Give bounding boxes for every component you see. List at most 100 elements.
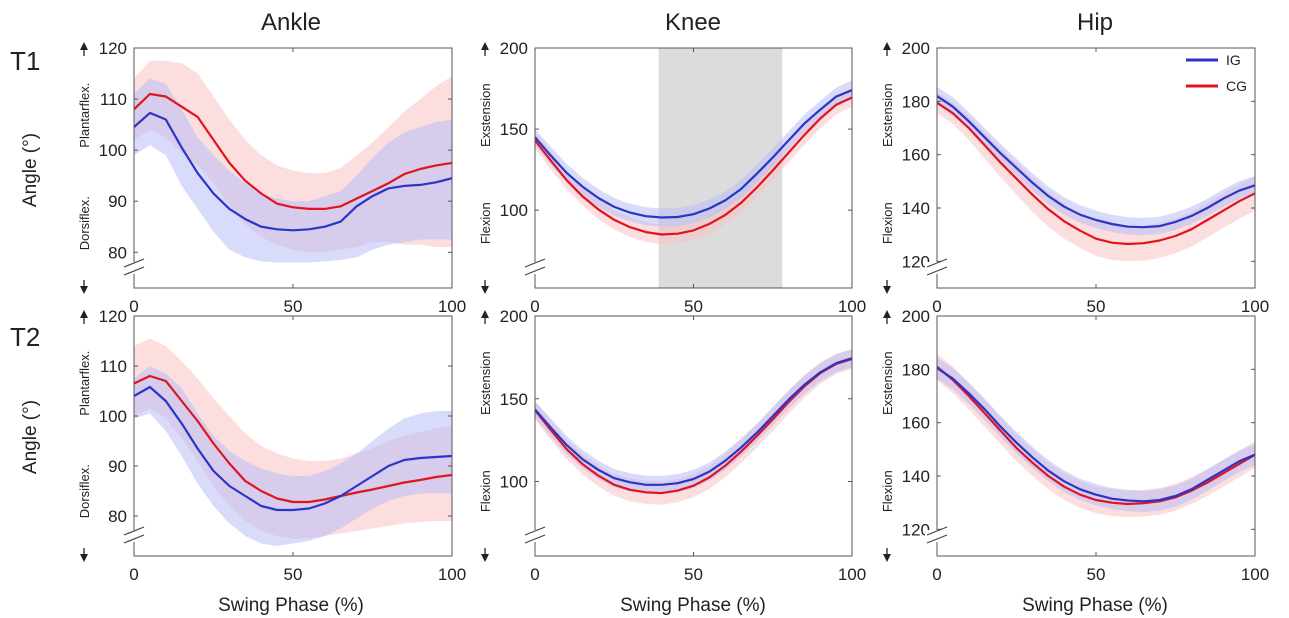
y-tick-label: 120 [99,39,127,58]
y-tick-label: 160 [902,414,930,433]
column-title-knee: Knee [665,9,721,36]
x-tick-label: 0 [530,297,539,316]
down-arrow-head [883,286,891,294]
y-tick-label: 180 [902,92,930,111]
series-line-ig [535,89,852,219]
series-line-cg [937,101,1255,246]
panel-ankle-t1: 80 90 100 110 120 0 50 100 Plantarflex. Dorsiflex… [77,39,466,316]
y-tick-label: 200 [500,307,528,326]
direction-label-down: Dorsiflex. [77,464,92,518]
up-arrow-head [883,42,891,50]
down-arrow-head [80,554,88,562]
axis-break-mark [926,526,948,536]
axis-break-mark [926,258,948,268]
down-arrow-head [481,554,489,562]
panel-hip-t2: 120 140 160 180 200 0 50 100 Exstension Flexion [880,307,1269,584]
column-title-hip: Hip [1077,9,1113,36]
up-arrow-head [481,310,489,318]
axis-break-mark [524,258,546,268]
x-tick-label: 100 [438,565,466,584]
band-ig [134,78,452,263]
series-line-ig [937,367,1255,503]
series-line-cg [535,96,852,236]
y-tick-label: 80 [108,507,127,526]
series-line-ig [937,95,1255,229]
axes-frame [534,315,853,557]
series-line-cg [134,374,452,504]
axis-break-mark [524,266,546,276]
y-tick-label: 150 [500,120,528,139]
x-tick-label: 100 [838,565,866,584]
y-tick-label: 150 [500,390,528,409]
direction-label-down: Flexion [478,470,493,512]
column-title-ankle: Ankle [261,9,321,36]
x-tick-label: 100 [1241,565,1269,584]
direction-label-up: Exstension [478,351,493,415]
y-tick-label: 200 [902,39,930,58]
axis-break-mark [123,534,145,544]
series-line-ig [535,357,852,486]
direction-label-up: Plantarflex. [77,351,92,416]
y-tick-label: 110 [100,90,127,109]
y-tick-label: 110 [100,357,127,376]
x-axis-label-ankle: Swing Phase (%) [218,595,364,616]
y-axis-label-t1: Angle (°) [20,133,41,207]
direction-label-up: Exstension [880,83,895,147]
x-axis-label-hip: Swing Phase (%) [1022,595,1168,616]
panel-knee-t2: 100 150 200 0 50 100 Exstension Flexion [478,307,866,584]
series-line-cg [134,92,452,210]
series-line-cg [937,365,1255,506]
x-tick-label: 100 [1241,297,1269,316]
x-tick-label: 0 [129,565,138,584]
y-tick-label: 120 [902,520,930,539]
y-tick-label: 100 [500,473,528,492]
series-line-ig [134,111,452,232]
x-tick-label: 100 [438,297,466,316]
band-ig [535,349,852,494]
direction-label-up: Plantarflex. [77,83,92,148]
x-tick-label: 50 [284,297,303,316]
x-tick-label: 0 [932,565,941,584]
legend-label-ig: IG [1226,52,1241,68]
direction-label-up: Exstension [880,351,895,415]
direction-label-down: Flexion [880,202,895,244]
x-tick-label: 0 [530,565,539,584]
y-tick-label: 80 [108,243,127,262]
up-arrow-head [883,310,891,318]
axis-break-mark [524,526,546,536]
direction-label-up: Exstension [478,83,493,147]
legend: IG CG [1186,52,1247,94]
y-tick-label: 90 [108,457,127,476]
x-tick-label: 50 [1087,297,1106,316]
y-tick-label: 100 [99,141,127,160]
x-tick-label: 50 [284,565,303,584]
row-label-t1: T1 [10,46,40,76]
y-tick-label: 140 [902,467,930,486]
panel-hip-t1: 120 140 160 180 200 0 50 100 Exstension Flexion [880,39,1269,316]
y-tick-label: 180 [902,360,930,379]
y-axis-label-t2: Angle (°) [20,400,41,474]
band-ig [937,86,1255,236]
direction-label-down: Flexion [880,470,895,512]
y-tick-label: 120 [902,252,930,271]
axis-break-mark [123,258,145,268]
direction-label-down: Dorsiflex. [77,196,92,250]
x-tick-label: 100 [838,297,866,316]
x-tick-label: 50 [684,297,703,316]
axis-break-mark [123,266,145,276]
up-arrow-head [481,42,489,50]
y-tick-label: 200 [902,307,930,326]
axis-break-mark [926,266,948,276]
series-line-ig [134,385,452,512]
x-tick-label: 0 [932,297,941,316]
y-tick-label: 140 [902,199,930,218]
x-axis-label-knee: Swing Phase (%) [620,595,766,616]
down-arrow-head [80,286,88,294]
up-arrow-head [80,42,88,50]
y-tick-label: 120 [99,307,127,326]
axes-frame [936,315,1256,557]
direction-label-down: Flexion [478,202,493,244]
band-ig [134,366,452,546]
band-cg [937,92,1255,262]
